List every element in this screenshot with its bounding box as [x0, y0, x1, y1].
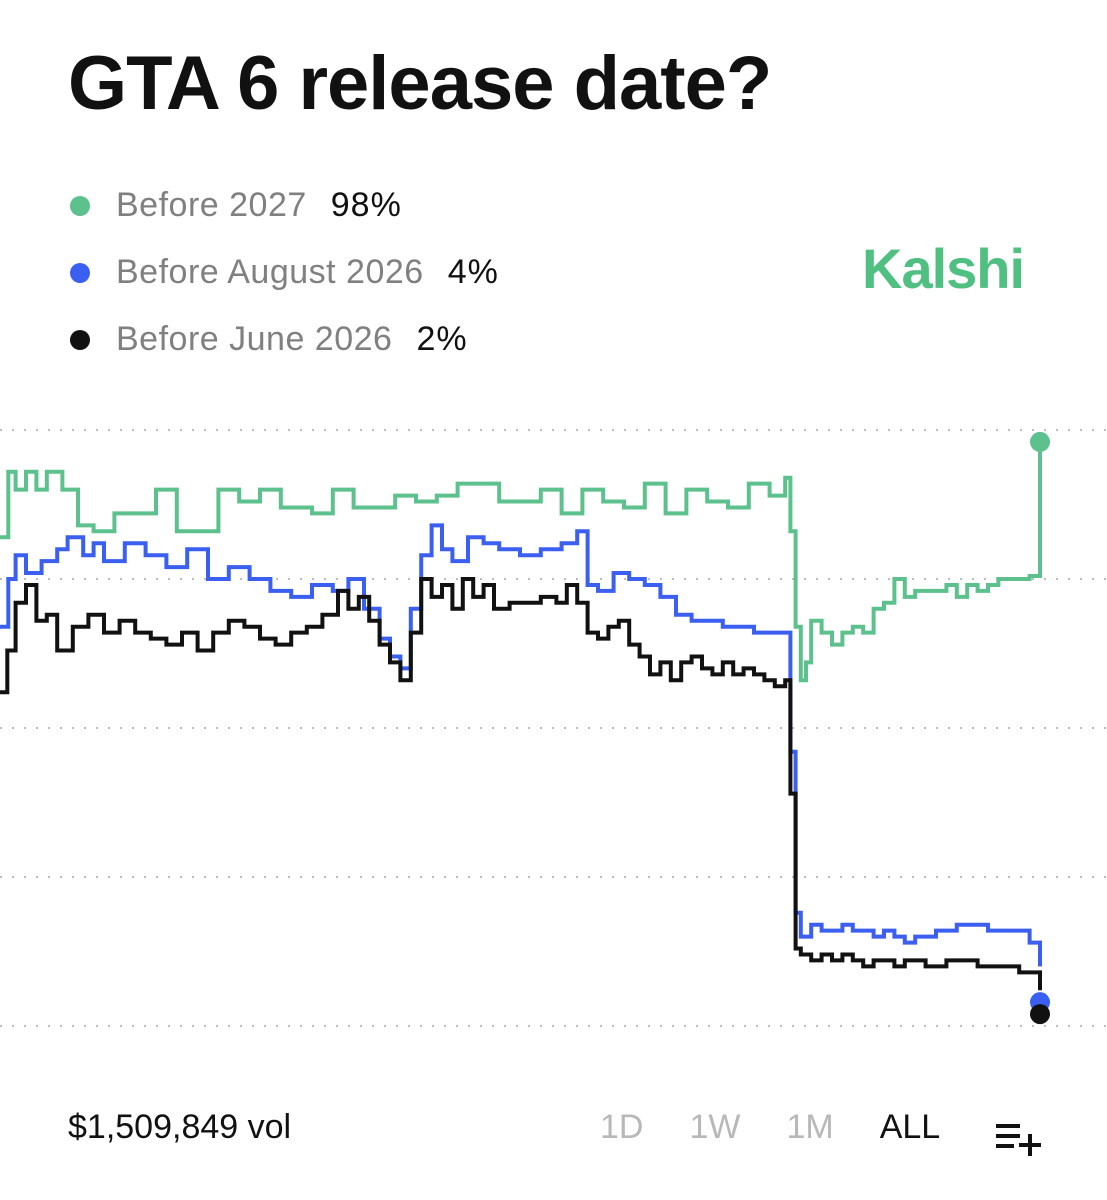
legend-value: 2%: [416, 320, 468, 358]
legend-label: Before 2027: [116, 186, 307, 224]
chart-legend: Before 2027 98% Before August 2026 4% Be…: [68, 172, 499, 373]
range-button-all[interactable]: ALL: [879, 1108, 941, 1146]
legend-dot-icon: [70, 195, 90, 216]
series-end-marker-before-2027: [1030, 431, 1050, 452]
list-add-icon[interactable]: [994, 1118, 1044, 1158]
series-end-marker-before-june-2026: [1030, 1004, 1050, 1025]
volume-label: $1,509,849 vol: [68, 1108, 292, 1146]
chart-footer: $1,509,849 vol 1D 1W 1M ALL: [0, 1108, 1107, 1158]
legend-dot-icon: [70, 262, 90, 283]
legend-value: 98%: [330, 186, 402, 224]
page-title: GTA 6 release date?: [68, 41, 772, 126]
legend-item-before-august-2026[interactable]: Before August 2026 4%: [68, 239, 499, 306]
series-line-before-2027[interactable]: [0, 441, 1042, 683]
range-button-1w[interactable]: 1W: [689, 1108, 741, 1146]
range-button-1d[interactable]: 1D: [600, 1108, 644, 1146]
range-button-1m[interactable]: 1M: [786, 1108, 834, 1146]
series-line-before-august-2026[interactable]: [0, 523, 1042, 967]
legend-label: Before June 2026: [116, 320, 393, 358]
legend-item-before-june-2026[interactable]: Before June 2026 2%: [68, 306, 499, 373]
legend-dot-icon: [70, 329, 90, 350]
legend-item-before-2027[interactable]: Before 2027 98%: [68, 172, 499, 239]
time-range-selector: 1D 1W 1M ALL: [600, 1108, 986, 1147]
brand-logo: Kalshi: [862, 237, 1025, 300]
legend-label: Before August 2026: [116, 253, 424, 291]
legend-value: 4%: [447, 253, 499, 291]
series-line-before-june-2026[interactable]: [0, 577, 1042, 991]
